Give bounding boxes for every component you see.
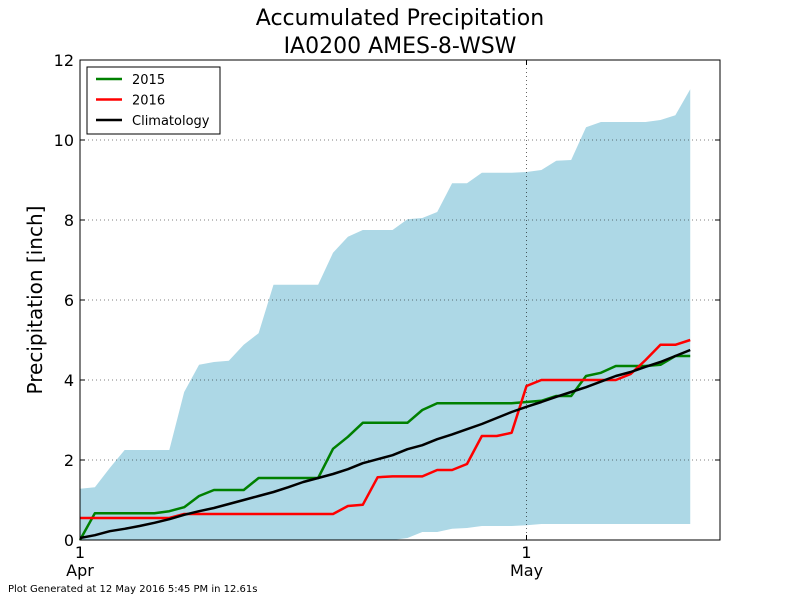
- legend-label-2016: 2016: [132, 94, 165, 109]
- legend: 2015 2016 Climatology: [86, 66, 221, 135]
- chart-title-line-2: IA0200 AMES-8-WSW: [284, 34, 517, 59]
- grid-layer: [80, 60, 720, 540]
- y-tick-label: 2: [64, 451, 74, 470]
- y-tick-label: 8: [64, 211, 74, 230]
- y-tick-label: 10: [54, 131, 74, 150]
- range-band-layer: [80, 89, 691, 540]
- range-band: [80, 89, 691, 540]
- series-line-climatology: [79, 348, 691, 540]
- x-tick-label: 1: [75, 543, 85, 562]
- plot-generated-footer: Plot Generated at 12 May 2016 5:45 PM in…: [8, 584, 258, 595]
- legend-label-climatology: Climatology: [132, 114, 210, 129]
- y-tick-label: 0: [64, 531, 74, 550]
- x-tick-label: 1: [521, 543, 531, 562]
- legend-label-2015: 2015: [132, 73, 165, 88]
- y-tick-label: 4: [64, 371, 74, 390]
- chart-title-line-1: Accumulated Precipitation: [256, 6, 544, 31]
- y-tick-label: 6: [64, 291, 74, 310]
- series-line-2015: [78, 354, 691, 541]
- x-tick-label: May: [510, 561, 543, 580]
- y-tick-label: 12: [54, 51, 74, 70]
- x-tick-label: Apr: [66, 561, 94, 580]
- y-axis-label: Precipitation [inch]: [23, 206, 47, 395]
- series-layer: [78, 338, 691, 541]
